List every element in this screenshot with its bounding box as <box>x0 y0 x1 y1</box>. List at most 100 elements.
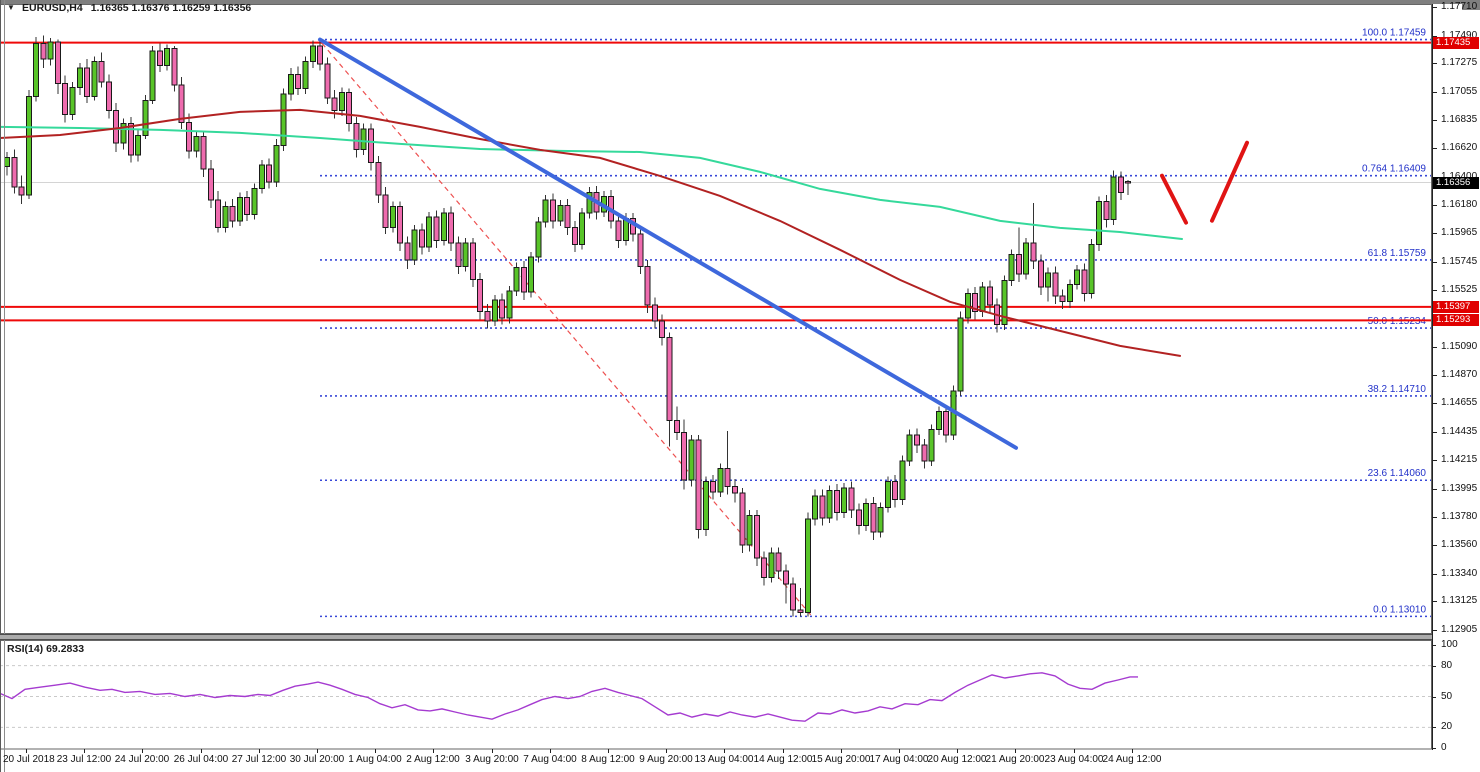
price-tick-label: 1.14215 <box>1441 454 1478 465</box>
time-tick-mark <box>608 749 609 753</box>
price-tick-mark <box>1432 233 1437 234</box>
price-chart-canvas[interactable]: 100.0 1.17459 0.764 1.16409 61.8 1.15759 50… <box>0 0 1432 634</box>
candle-bullish <box>841 487 848 514</box>
ma-slow-darkred <box>0 108 1181 357</box>
time-label: 27 Jul 12:00 <box>231 754 287 765</box>
time-tick-mark <box>666 749 667 753</box>
rsi-chart-canvas[interactable] <box>0 640 1432 750</box>
price-tick-mark <box>1432 545 1437 546</box>
price-tick-mark <box>1432 36 1437 37</box>
candle-bearish <box>892 481 899 501</box>
candle-bullish <box>193 136 200 152</box>
candle-bullish <box>1096 200 1102 245</box>
price-tick-label: 1.16835 <box>1441 114 1478 125</box>
candle-bullish <box>273 145 280 183</box>
candle-bearish <box>375 162 382 196</box>
candle-bearish <box>637 233 644 267</box>
candle-bullish <box>360 128 367 151</box>
candle-bearish <box>1081 269 1088 295</box>
candle-bullish <box>426 216 433 248</box>
candle-bullish <box>826 490 833 519</box>
candles-series <box>4 35 1132 617</box>
price-tick-label: 1.14655 <box>1441 397 1478 408</box>
candle-bearish <box>1125 180 1132 184</box>
candle-bearish <box>1015 254 1022 275</box>
candle-bullish <box>251 188 258 215</box>
rsi-scale-label: 50 <box>1441 691 1453 702</box>
candle-bearish <box>681 431 688 481</box>
price-tick-label: 1.16620 <box>1441 142 1478 153</box>
candle-bullish <box>411 229 418 261</box>
time-tick-mark <box>259 749 260 753</box>
candle-bullish <box>1023 242 1030 275</box>
time-label: 23 Jul 12:00 <box>56 754 112 765</box>
candle-bearish <box>113 110 120 144</box>
rsi-scale-tick-mark <box>1432 727 1436 728</box>
candle-bullish <box>1001 280 1008 326</box>
price-tick-mark <box>1432 432 1437 433</box>
candle-bearish <box>156 50 163 66</box>
candle-bearish <box>317 45 324 65</box>
candle-bullish <box>812 495 819 520</box>
candle-bullish <box>120 123 127 144</box>
price-axis[interactable]: 1.17710 1.17490 1.17275 1.17055 1.16835 1.166… <box>1432 0 1480 753</box>
candle-bullish <box>47 41 54 60</box>
chart-dropdown-marker-icon[interactable]: ▼ <box>7 3 15 12</box>
candle-bearish <box>54 41 61 84</box>
candle-bearish <box>186 121 192 152</box>
candle-bullish <box>1110 176 1117 221</box>
price-axis-line <box>1432 4 1433 750</box>
candle-bearish <box>207 168 214 201</box>
candle-bearish <box>1103 200 1110 221</box>
time-axis[interactable]: 20 Jul 2018 23 Jul 12:00 24 Jul 20:00 26 Ju… <box>0 749 1432 772</box>
candle-bearish <box>797 609 804 613</box>
candle-bullish <box>1074 269 1081 285</box>
rsi-scale-label: 20 <box>1441 721 1453 732</box>
candle-bullish <box>389 206 396 228</box>
price-tick-mark <box>1432 63 1437 64</box>
candle-bullish <box>1045 272 1052 288</box>
candle-bullish <box>338 92 345 112</box>
price-tick-label: 1.16180 <box>1441 199 1478 210</box>
price-tick-mark <box>1432 630 1437 631</box>
candle-bearish <box>753 514 760 559</box>
candle-bullish <box>69 86 76 116</box>
candle-bearish <box>18 186 25 196</box>
candle-bullish <box>506 290 513 319</box>
candle-bullish <box>579 212 586 245</box>
price-tick-label: 1.15090 <box>1441 341 1478 352</box>
candle-bullish <box>935 411 942 431</box>
candle-bullish <box>768 552 775 578</box>
panel-splitter[interactable] <box>0 634 1432 640</box>
horizontal-lines <box>0 41 1432 322</box>
candle-bearish <box>346 92 353 125</box>
candle-bearish <box>819 495 826 519</box>
price-tag-1.15397: 1.15397 <box>1433 301 1479 313</box>
candle-bearish <box>98 60 105 83</box>
price-tick-mark <box>1432 120 1437 121</box>
rsi-scale-tick-mark <box>1432 748 1436 749</box>
candle-bearish <box>418 229 425 248</box>
price-tick-mark <box>1432 375 1437 376</box>
price-tick-label: 1.17710 <box>1441 1 1478 12</box>
candle-bullish <box>149 50 156 101</box>
fib-level-label: 38.2 1.14710 <box>1368 384 1427 395</box>
time-label: 2 Aug 12:00 <box>406 754 460 765</box>
price-tag-1.17435: 1.17435 <box>1433 37 1479 49</box>
price-tick-label: 1.13780 <box>1441 511 1478 522</box>
candle-bearish <box>484 311 491 322</box>
candle-bearish <box>710 481 717 493</box>
candle-bearish <box>404 242 411 261</box>
price-tick-label: 1.17055 <box>1441 86 1478 97</box>
price-tag-1.15293: 1.15293 <box>1433 314 1479 326</box>
candle-bearish <box>659 320 666 339</box>
candle-bearish <box>761 557 768 578</box>
price-tick-label: 1.14870 <box>1441 369 1478 380</box>
candle-bearish <box>433 216 440 241</box>
candle-bearish <box>1030 242 1037 262</box>
downtrend-line-blue <box>318 37 1018 450</box>
candle-bearish <box>695 439 702 531</box>
candle-bearish <box>855 509 862 527</box>
ma-fast-teal <box>0 125 1183 240</box>
time-label: 24 Jul 20:00 <box>114 754 170 765</box>
